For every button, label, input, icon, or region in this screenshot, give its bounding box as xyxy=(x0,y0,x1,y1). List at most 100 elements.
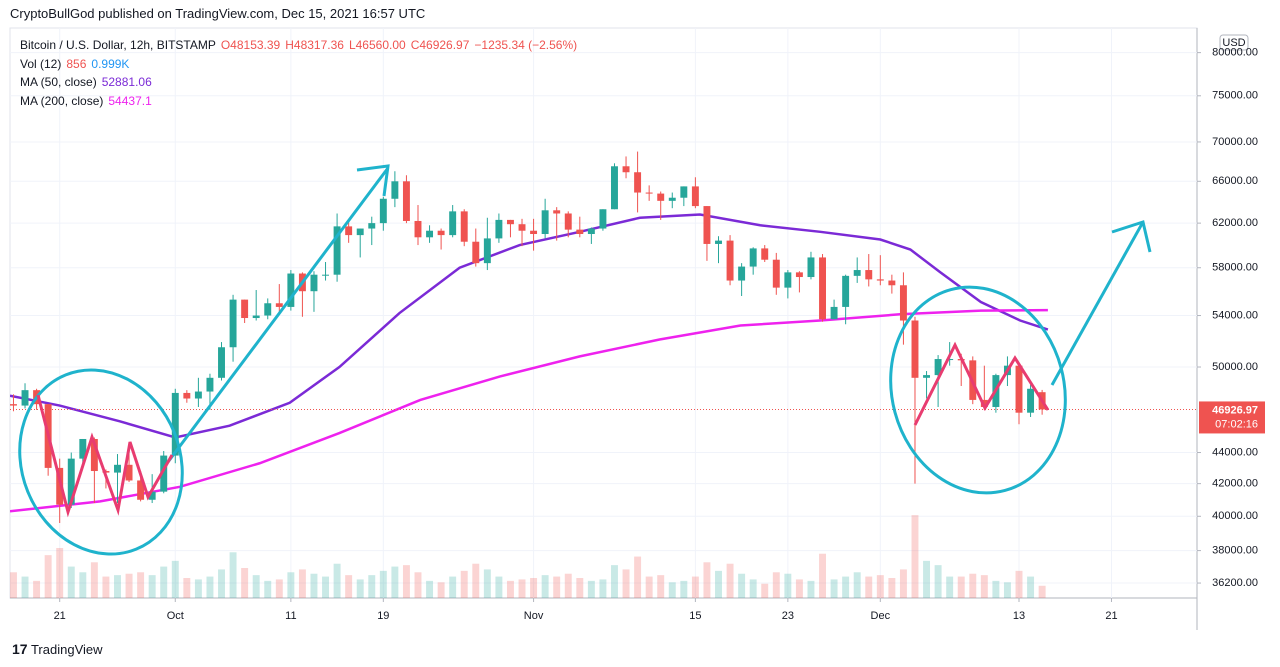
volume-bar xyxy=(426,580,434,598)
candle-body xyxy=(414,220,422,238)
y-tick-label: 75000.00 xyxy=(1212,90,1258,102)
volume-bar xyxy=(634,556,642,598)
volume-bar xyxy=(599,579,607,598)
x-tick-label: 23 xyxy=(782,610,794,622)
volume-bar xyxy=(391,566,399,598)
candle-body xyxy=(738,266,746,281)
volume-bar xyxy=(888,578,896,598)
candle-body xyxy=(356,228,364,236)
y-tick-label: 42000.00 xyxy=(1212,478,1258,490)
volume-bar xyxy=(229,552,237,598)
footer: 17 TradingView xyxy=(12,641,103,657)
zigzag xyxy=(913,341,1050,426)
volume-bar xyxy=(923,560,931,598)
circle-annotation xyxy=(18,368,184,556)
candle-body xyxy=(795,272,803,278)
volume-bar xyxy=(1015,570,1023,598)
candle-body xyxy=(368,223,376,229)
volume-bar xyxy=(402,565,410,598)
price-label: 46926.97 xyxy=(1212,404,1258,416)
candle-body xyxy=(761,248,769,260)
candle-body xyxy=(495,219,503,239)
candle-body xyxy=(1015,365,1023,413)
volume-bar xyxy=(414,572,422,598)
candle-body xyxy=(853,270,861,276)
candle-body xyxy=(865,270,873,280)
candle-body xyxy=(90,438,98,472)
candle-body xyxy=(634,172,642,193)
symbol: Bitcoin / U.S. Dollar, 12h, BITSTAMP xyxy=(20,38,216,52)
candle-body xyxy=(333,226,341,275)
volume-bar xyxy=(44,555,52,598)
candle-body xyxy=(264,303,272,316)
candle-body xyxy=(194,391,202,399)
candle-body xyxy=(483,238,491,264)
candle-body xyxy=(599,209,607,229)
candle-body xyxy=(541,210,549,235)
volume-bar xyxy=(368,575,376,598)
volume-bar xyxy=(668,582,676,598)
volume-bar xyxy=(969,573,977,598)
volume-bar xyxy=(206,576,214,598)
candle-body xyxy=(772,259,780,288)
candle-body xyxy=(946,359,954,361)
volume-bar xyxy=(853,572,861,598)
x-tick-label: 19 xyxy=(377,610,389,622)
volume-bar xyxy=(379,570,387,598)
candle-body xyxy=(310,274,318,292)
volume-bar xyxy=(506,580,514,598)
x-tick-label: Nov xyxy=(524,610,544,622)
candle-body xyxy=(668,197,676,201)
volume-bar xyxy=(218,569,225,598)
candle-body xyxy=(819,257,826,320)
candle-body xyxy=(21,390,29,406)
volume-bar xyxy=(171,560,179,598)
y-tick-label: 66000.00 xyxy=(1212,175,1258,187)
volume-average: 0.999K xyxy=(91,56,130,71)
volume-bar xyxy=(564,573,572,598)
candle-body xyxy=(784,272,792,288)
candle-body xyxy=(67,458,75,505)
candle-body xyxy=(379,198,387,224)
candle-body xyxy=(576,229,584,235)
volume-bar xyxy=(472,563,480,598)
volume-bar xyxy=(576,578,584,598)
volume-bar xyxy=(819,553,826,598)
volume-bar xyxy=(611,565,618,598)
candle-body xyxy=(911,320,919,378)
candle-body xyxy=(587,228,595,235)
candle-body xyxy=(645,192,653,194)
candle-body xyxy=(79,438,87,459)
ohlc: L46560.00 xyxy=(348,38,406,52)
legend: Bitcoin / U.S. Dollar, 12h, BITSTAMP O481… xyxy=(20,36,582,110)
candle-body xyxy=(807,257,815,278)
legend-value: 54437.1 xyxy=(108,93,152,108)
currency-badge[interactable] xyxy=(1219,34,1249,51)
candle-body xyxy=(391,181,399,199)
candle-body xyxy=(691,186,699,207)
y-tick-label: 80000.00 xyxy=(1212,47,1258,59)
ohlc: C46926.97 xyxy=(410,38,470,52)
candle-body xyxy=(726,240,734,281)
volume-bar xyxy=(333,563,341,598)
x-tick-label: Oct xyxy=(167,610,184,622)
candle-body xyxy=(842,275,850,307)
candle-body xyxy=(252,315,260,319)
volume-bar xyxy=(680,580,688,598)
volume-bar xyxy=(183,578,191,598)
candle-body xyxy=(680,186,688,198)
candle-body xyxy=(437,230,445,236)
price-label-box xyxy=(1199,401,1265,434)
volume-bar xyxy=(842,576,850,598)
y-tick-label: 70000.00 xyxy=(1212,136,1258,148)
candle-body xyxy=(899,285,907,321)
volume-bar xyxy=(194,579,202,598)
y-tick-label: 50000.00 xyxy=(1212,361,1258,373)
y-tick-label: 38000.00 xyxy=(1212,544,1258,556)
volume-bar xyxy=(460,570,468,598)
volume-bar xyxy=(726,563,734,598)
candle-body xyxy=(553,210,561,214)
candle-body xyxy=(218,347,225,378)
y-tick-label: 54000.00 xyxy=(1212,309,1258,321)
volume-bar xyxy=(541,575,549,598)
